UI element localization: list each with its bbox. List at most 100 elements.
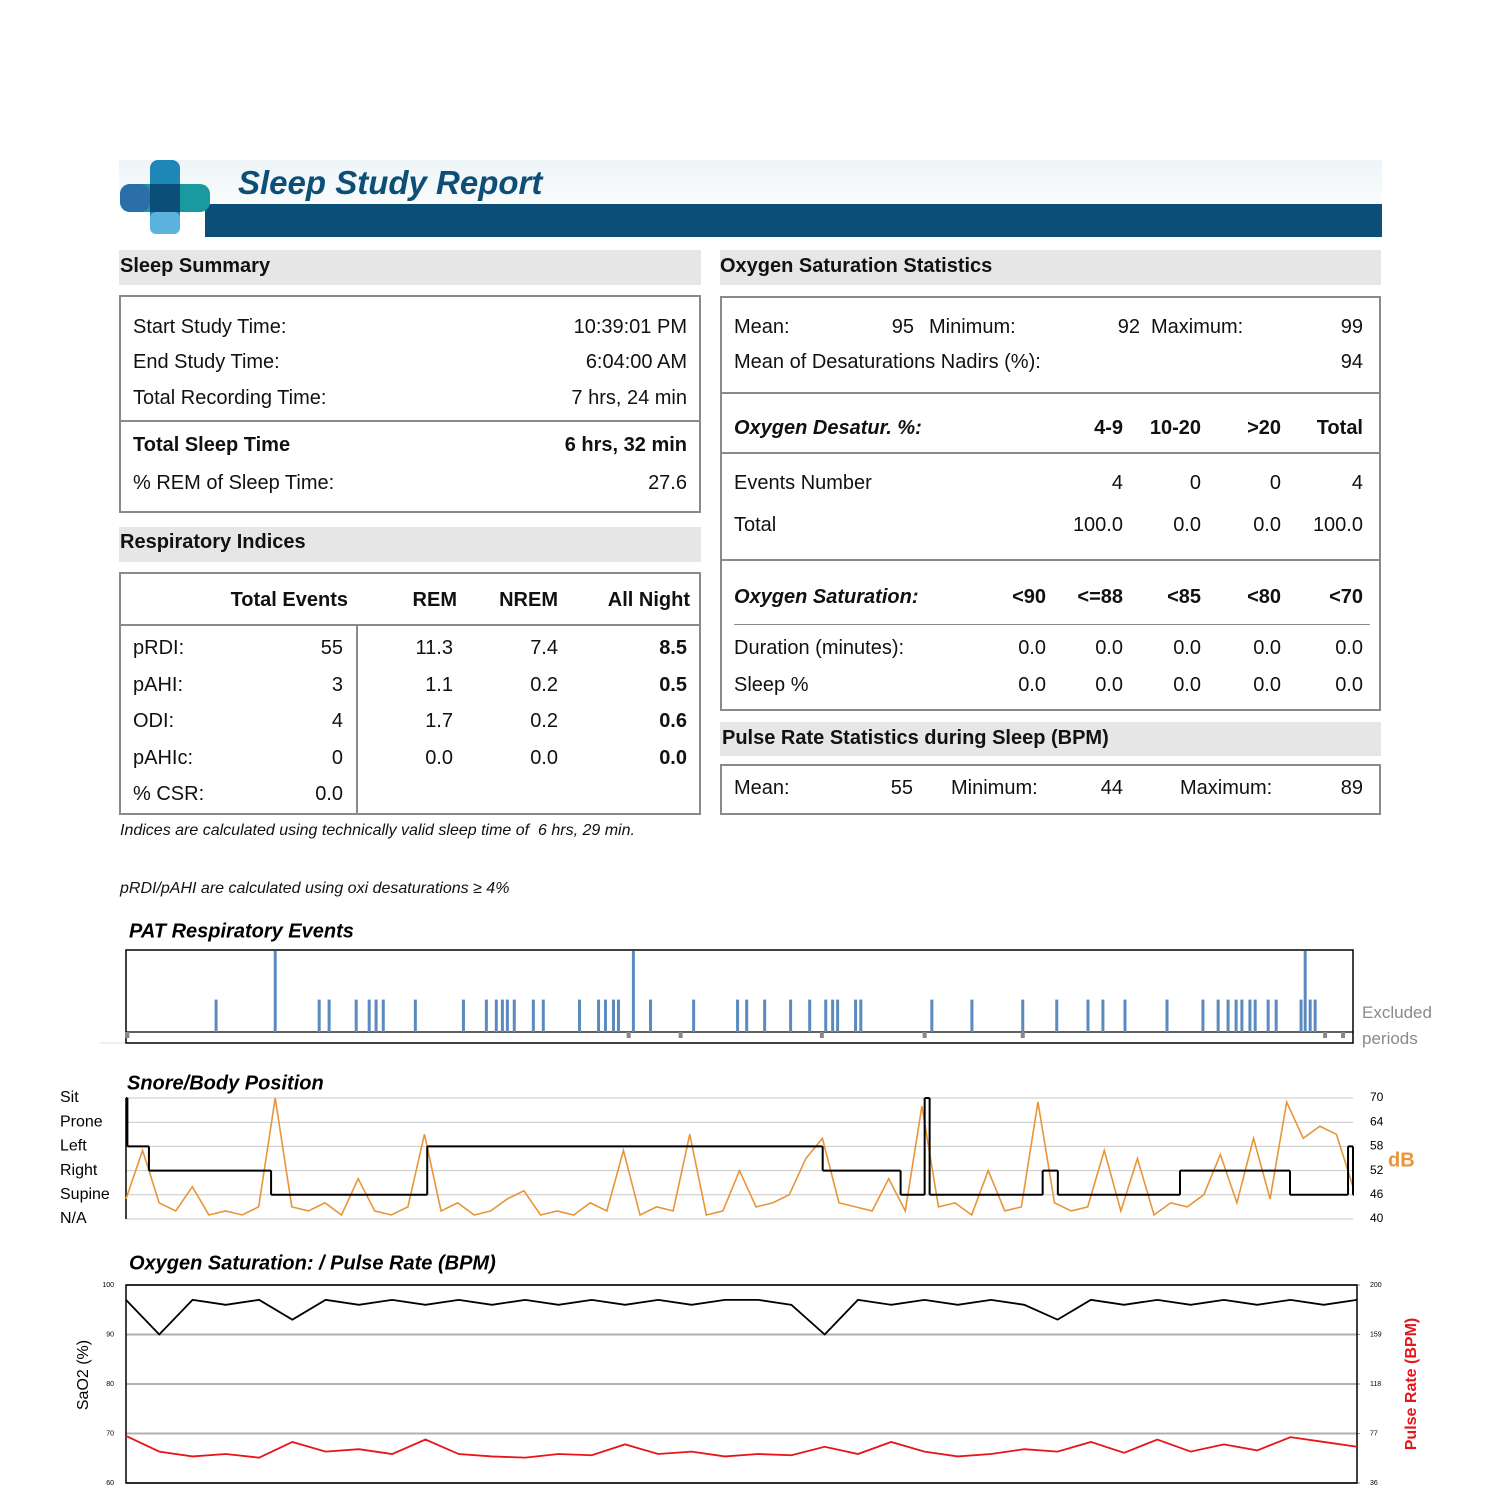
event-bar <box>763 999 767 1032</box>
row-value: 0.0 <box>425 747 453 769</box>
plot-frame <box>125 1284 1358 1484</box>
event-bar <box>1123 999 1127 1032</box>
row-value: 1.7 <box>425 710 453 732</box>
row-value: 55 <box>320 637 343 659</box>
excluded-period <box>1323 1032 1328 1038</box>
row-value: 0.0 <box>1335 637 1363 659</box>
row-value: 7 hrs, 24 min <box>571 387 687 409</box>
row-label: Total Recording Time: <box>133 387 327 409</box>
event-bar <box>611 999 615 1032</box>
event-bar <box>512 999 516 1032</box>
event-bar <box>1216 999 1220 1032</box>
row-value: 0.2 <box>530 710 558 732</box>
row-label: pAHI: <box>133 674 184 696</box>
stat: 99 <box>1340 316 1363 338</box>
logo <box>120 160 210 234</box>
row-value: 8.5 <box>659 637 687 659</box>
event-bar <box>461 999 465 1032</box>
chart-title: Snore/Body Position <box>127 1072 324 1094</box>
y-tick-label: 64 <box>1370 1114 1384 1128</box>
column-header: Oxygen Saturation: <box>734 586 919 608</box>
row-label: Mean of Desaturations Nadirs (%): <box>734 351 1041 373</box>
row-value: 0 <box>331 747 343 769</box>
event-bar <box>1308 999 1312 1032</box>
event-bar <box>824 999 828 1032</box>
event-bar <box>1313 999 1317 1032</box>
event-bar <box>1240 999 1244 1032</box>
event-bar <box>484 999 488 1032</box>
row-label: Sleep % <box>734 674 809 696</box>
row-value: 0.0 <box>1253 674 1281 696</box>
separator <box>720 452 1381 454</box>
event-bar <box>1101 999 1105 1032</box>
row-label: pAHIc: <box>133 747 194 769</box>
row-value: 0 <box>1269 472 1281 494</box>
event-bar <box>1086 999 1090 1032</box>
excluded-period <box>1020 1032 1025 1038</box>
stat: Mean: <box>734 777 790 799</box>
row-value: 27.6 <box>648 472 687 494</box>
event-bar <box>1274 999 1278 1032</box>
position-label: Left <box>60 1138 87 1155</box>
row-label: Duration (minutes): <box>734 637 905 659</box>
separator <box>734 624 1370 625</box>
chart-title: PAT Respiratory Events <box>129 920 354 942</box>
row-value: 7.4 <box>530 637 558 659</box>
y-tick-label: 70 <box>1370 1090 1384 1104</box>
stat: 89 <box>1340 777 1363 799</box>
column-header: All Night <box>607 589 690 611</box>
row-label: ODI: <box>133 710 175 732</box>
section-title: Oxygen Saturation Statistics <box>720 255 993 277</box>
row-label: Total Sleep Time <box>133 434 291 456</box>
stat: Minimum: <box>951 777 1038 799</box>
stat: 55 <box>890 777 913 799</box>
event-bar <box>692 999 696 1032</box>
section-band <box>720 722 1381 756</box>
row-value: 4 <box>1111 472 1123 494</box>
row-value: 100.0 <box>1312 514 1363 536</box>
position-label: N/A <box>60 1210 87 1227</box>
column-header: Total Events <box>230 589 348 611</box>
row-value: 6 hrs, 32 min <box>564 434 687 456</box>
row-value: 0.0 <box>1095 637 1123 659</box>
event-bar <box>413 999 417 1032</box>
row-value: 0.0 <box>315 783 343 805</box>
section-title: Sleep Summary <box>120 255 271 277</box>
row-value: 0.0 <box>1335 674 1363 696</box>
excluded-period <box>626 1032 631 1038</box>
row-value: 0.0 <box>1253 637 1281 659</box>
event-bar <box>381 999 385 1032</box>
row-value: 6:04:00 AM <box>585 351 687 373</box>
table-box <box>119 295 701 513</box>
row-value: 0.6 <box>659 710 687 732</box>
trace <box>125 1435 1358 1459</box>
row-label: pRDI: <box>133 637 185 659</box>
event-bar <box>597 999 601 1032</box>
y-axis-label: dB <box>1388 1149 1415 1171</box>
event-bar <box>327 999 331 1032</box>
event-bar <box>1303 951 1307 1032</box>
column-header: 4-9 <box>1094 417 1123 439</box>
row-value: 0.0 <box>1018 637 1046 659</box>
separator <box>119 420 701 422</box>
event-bar <box>631 951 635 1032</box>
section-title: Respiratory Indices <box>120 531 306 553</box>
chart-title: Oxygen Saturation: / Pulse Rate (BPM) <box>129 1252 496 1274</box>
column-header: Oxygen Desatur. %: <box>734 417 922 439</box>
row-label: Events Number <box>734 472 872 494</box>
y-tick-label: 60 <box>106 1480 114 1487</box>
y-tick-label: 58 <box>1370 1139 1384 1153</box>
event-bar <box>808 999 812 1032</box>
row-value: 0.0 <box>1253 514 1281 536</box>
event-bar <box>930 999 934 1032</box>
event-bar <box>317 999 321 1032</box>
event-bar <box>789 999 793 1032</box>
position-label: Right <box>60 1162 98 1179</box>
event-bar <box>505 999 509 1032</box>
row-value: 3 <box>331 674 343 696</box>
event-bar <box>494 999 498 1032</box>
y2-tick-label: 77 <box>1370 1430 1378 1437</box>
column-header: REM <box>412 589 457 611</box>
y2-tick-label: 200 <box>1370 1282 1382 1289</box>
